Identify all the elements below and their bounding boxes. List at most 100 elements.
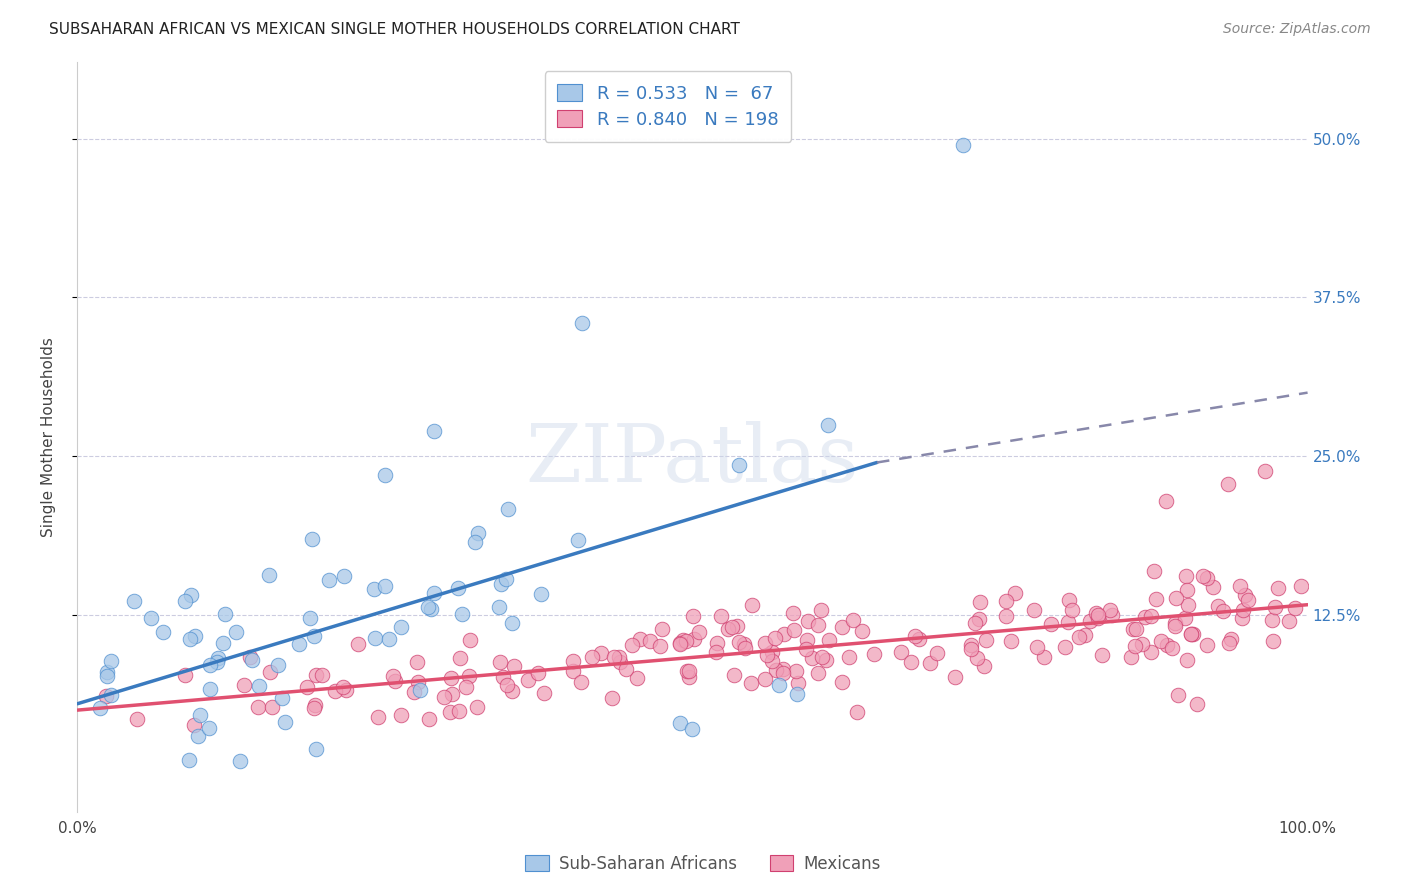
Point bbox=[1229, 579, 1251, 593]
Point bbox=[765, 663, 787, 677]
Point bbox=[734, 640, 756, 655]
Point bbox=[1202, 580, 1225, 594]
Point bbox=[831, 620, 853, 634]
Point bbox=[382, 669, 405, 683]
Point bbox=[969, 595, 991, 609]
Point bbox=[725, 619, 748, 633]
Point bbox=[100, 688, 122, 702]
Point bbox=[1197, 571, 1219, 585]
Point bbox=[274, 714, 297, 729]
Point bbox=[845, 706, 868, 720]
Point bbox=[423, 586, 446, 600]
Point bbox=[607, 650, 630, 665]
Point bbox=[800, 650, 823, 665]
Point bbox=[449, 650, 471, 665]
Point bbox=[1185, 697, 1208, 711]
Point bbox=[1150, 633, 1173, 648]
Point bbox=[259, 665, 281, 679]
Point bbox=[1180, 627, 1202, 641]
Point bbox=[458, 633, 481, 648]
Point bbox=[672, 633, 695, 648]
Point bbox=[1174, 569, 1197, 583]
Point bbox=[530, 587, 553, 601]
Point bbox=[1263, 633, 1285, 648]
Point bbox=[1167, 688, 1189, 702]
Point bbox=[733, 637, 755, 651]
Point bbox=[1212, 604, 1234, 618]
Point bbox=[1284, 600, 1306, 615]
Point bbox=[904, 629, 927, 643]
Point bbox=[333, 569, 356, 583]
Point bbox=[810, 602, 832, 616]
Point bbox=[1024, 603, 1046, 617]
Point bbox=[267, 657, 290, 672]
Point bbox=[669, 637, 692, 651]
Point bbox=[288, 637, 311, 651]
Point bbox=[1232, 602, 1254, 616]
Point bbox=[1181, 627, 1204, 641]
Point bbox=[817, 632, 839, 647]
Point bbox=[1119, 650, 1142, 665]
Text: Source: ZipAtlas.com: Source: ZipAtlas.com bbox=[1223, 22, 1371, 37]
Point bbox=[458, 669, 481, 683]
Point bbox=[1164, 615, 1187, 630]
Point bbox=[374, 579, 396, 593]
Point bbox=[773, 627, 796, 641]
Point bbox=[600, 691, 623, 706]
Point bbox=[297, 680, 319, 694]
Point bbox=[433, 690, 456, 705]
Point bbox=[1053, 640, 1076, 654]
Point bbox=[1059, 592, 1081, 607]
Point bbox=[127, 712, 149, 726]
Point bbox=[796, 614, 818, 628]
Point bbox=[1230, 611, 1253, 625]
Point bbox=[1123, 639, 1146, 653]
Point bbox=[688, 625, 710, 640]
Point bbox=[648, 640, 671, 654]
Point bbox=[450, 607, 472, 621]
Point bbox=[187, 729, 209, 743]
Point bbox=[465, 699, 488, 714]
Point bbox=[562, 654, 585, 668]
Point bbox=[723, 668, 745, 682]
Point bbox=[420, 601, 443, 615]
Point bbox=[614, 662, 637, 676]
Point bbox=[741, 599, 763, 613]
Point bbox=[96, 689, 118, 703]
Point bbox=[299, 611, 322, 625]
Point bbox=[332, 680, 354, 694]
Point bbox=[761, 645, 783, 659]
Point bbox=[374, 468, 396, 483]
Point bbox=[1175, 582, 1198, 597]
Point bbox=[233, 678, 256, 692]
Point bbox=[755, 648, 778, 662]
Point bbox=[740, 676, 762, 690]
Point bbox=[626, 671, 648, 685]
Point bbox=[782, 623, 804, 637]
Point bbox=[501, 616, 523, 631]
Point bbox=[198, 682, 221, 697]
Point bbox=[1139, 609, 1161, 624]
Point bbox=[302, 629, 325, 643]
Point bbox=[363, 631, 385, 645]
Point bbox=[122, 594, 145, 608]
Point bbox=[418, 712, 440, 726]
Point bbox=[1080, 614, 1102, 628]
Point bbox=[1261, 613, 1284, 627]
Point bbox=[152, 624, 174, 639]
Point bbox=[1135, 610, 1157, 624]
Point bbox=[100, 654, 122, 668]
Point bbox=[963, 615, 986, 630]
Point bbox=[890, 645, 912, 659]
Point bbox=[96, 669, 118, 683]
Point bbox=[920, 656, 942, 670]
Point bbox=[814, 653, 837, 667]
Point bbox=[943, 670, 966, 684]
Point bbox=[89, 701, 111, 715]
Point bbox=[311, 668, 333, 682]
Point bbox=[1195, 638, 1218, 652]
Point bbox=[301, 533, 323, 547]
Point bbox=[447, 582, 470, 596]
Point bbox=[439, 706, 461, 720]
Point bbox=[603, 650, 626, 665]
